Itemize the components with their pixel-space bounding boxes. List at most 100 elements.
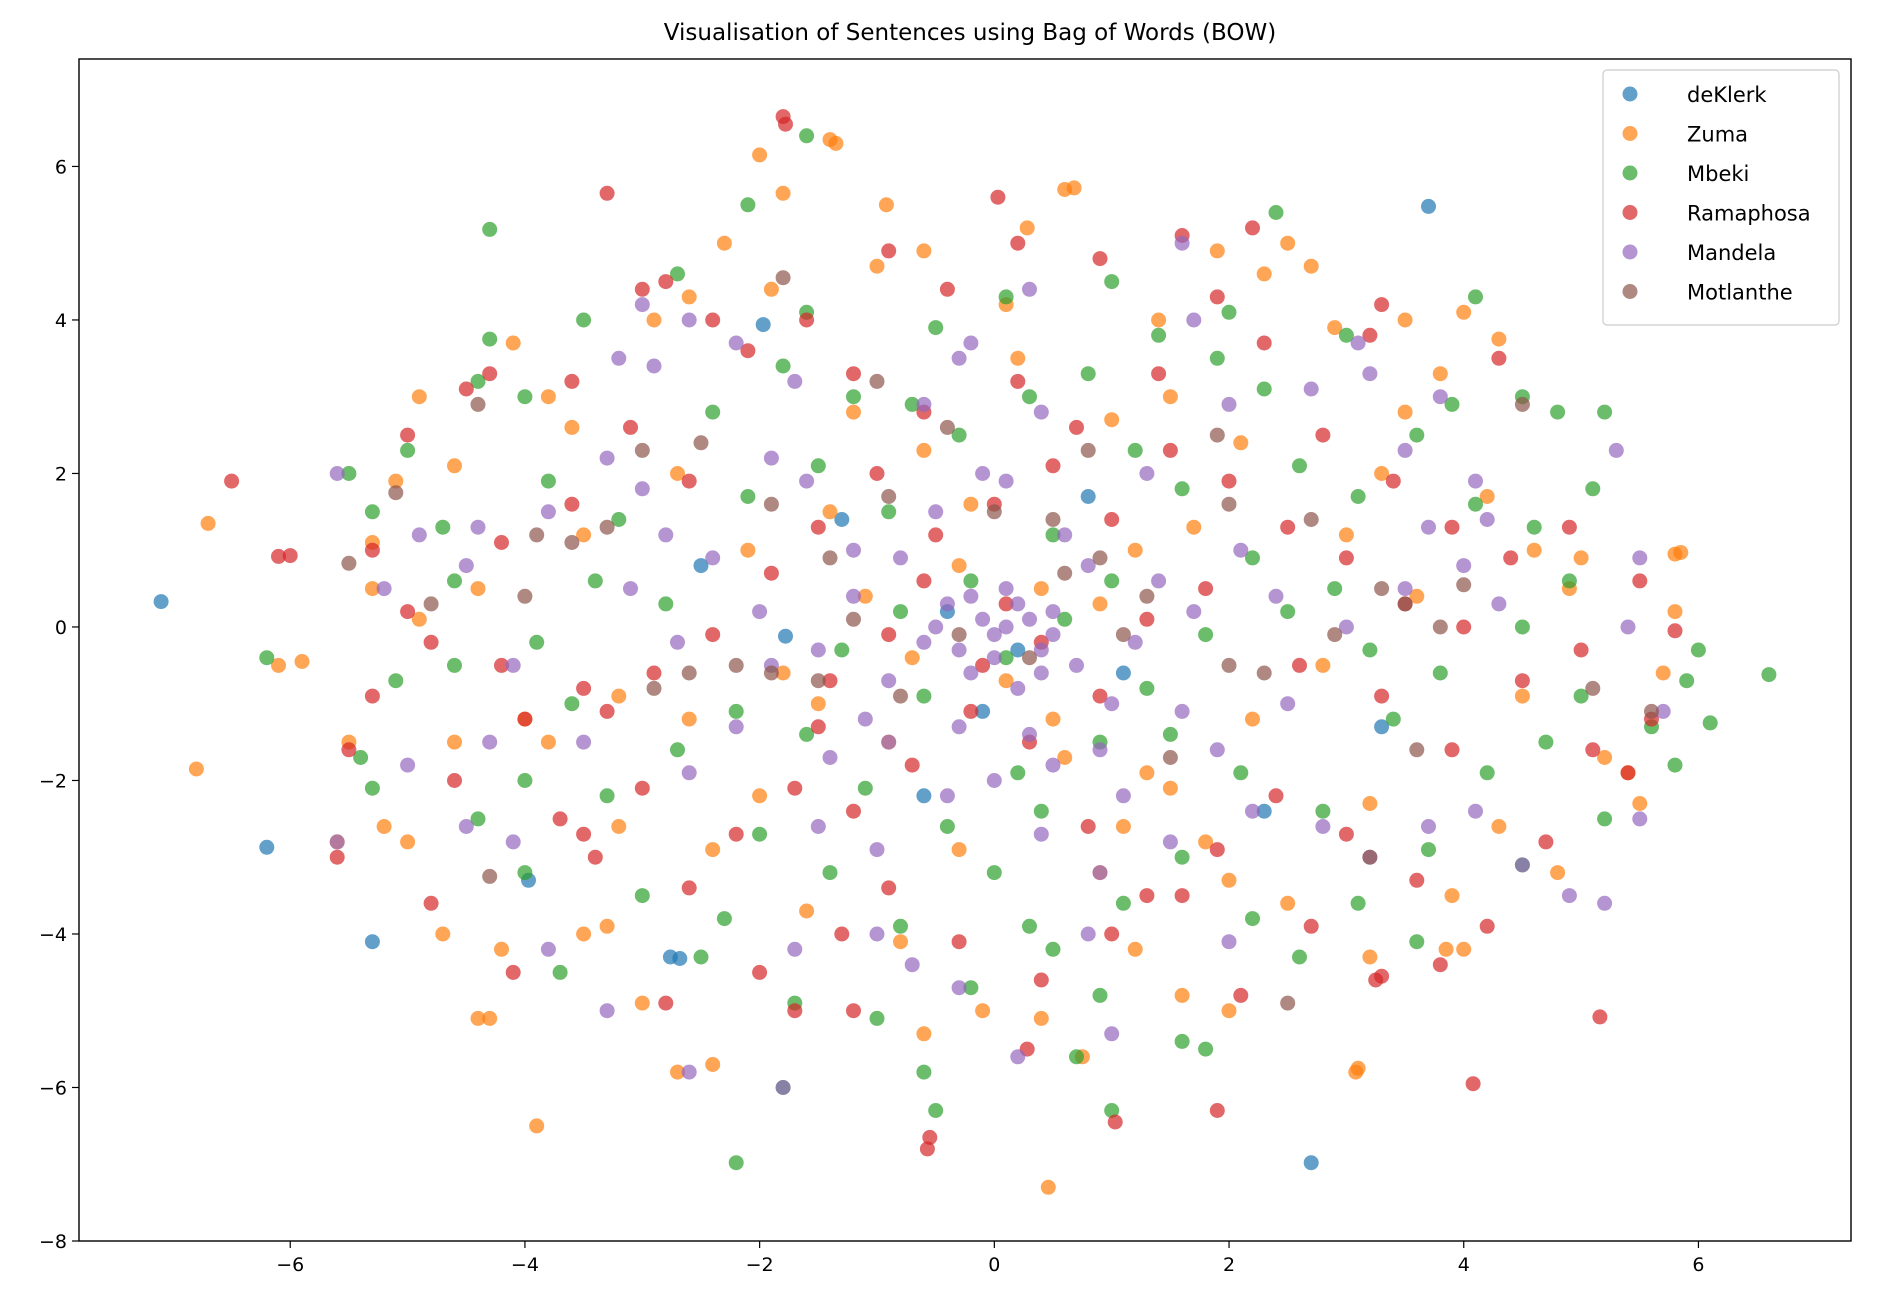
data-point <box>658 274 674 290</box>
data-point <box>752 788 768 804</box>
data-point <box>411 527 427 543</box>
data-point <box>728 1155 744 1171</box>
data-point <box>1374 719 1390 735</box>
data-point <box>828 135 844 151</box>
data-point <box>271 548 286 564</box>
data-point <box>646 312 662 328</box>
data-point <box>963 588 979 604</box>
data-point <box>1033 581 1049 597</box>
data-point <box>1221 396 1237 412</box>
data-point <box>1585 680 1601 696</box>
data-point <box>1409 427 1425 443</box>
data-point <box>1256 266 1272 282</box>
data-point <box>1338 550 1354 566</box>
data-point <box>1104 274 1120 290</box>
data-point <box>1045 604 1061 620</box>
data-point <box>1010 350 1026 366</box>
y-tick-label: 6 <box>55 156 67 178</box>
data-point <box>670 266 685 282</box>
data-point <box>705 312 721 328</box>
data-point <box>1421 842 1436 858</box>
data-point <box>1092 742 1108 758</box>
data-point <box>1268 588 1284 604</box>
data-point <box>951 627 967 643</box>
data-point <box>1479 512 1495 527</box>
data-point <box>517 389 533 405</box>
data-point <box>1350 895 1366 911</box>
data-point <box>1245 911 1260 927</box>
data-point <box>1456 304 1472 320</box>
data-point <box>1280 519 1296 535</box>
data-point <box>576 312 592 328</box>
data-point <box>1022 650 1037 666</box>
data-point <box>916 243 932 259</box>
data-point <box>1115 895 1131 911</box>
x-tick-label: 2 <box>1223 1254 1235 1276</box>
data-point <box>1186 519 1202 535</box>
data-point <box>529 1118 545 1134</box>
data-point <box>893 550 908 566</box>
data-point <box>1069 657 1084 673</box>
data-point <box>1033 404 1049 420</box>
data-point <box>1080 442 1096 458</box>
data-point <box>1221 496 1237 512</box>
data-point <box>846 404 861 420</box>
data-point <box>1292 458 1307 474</box>
data-point <box>1151 573 1167 589</box>
data-point <box>1151 366 1167 382</box>
data-point <box>799 726 815 742</box>
data-point <box>1092 550 1108 566</box>
data-point <box>153 594 169 610</box>
data-point <box>951 558 967 574</box>
data-point <box>705 627 721 643</box>
data-point <box>752 826 768 842</box>
data-point <box>975 703 991 719</box>
y-tick-label: −2 <box>39 770 67 792</box>
data-point <box>740 542 756 558</box>
data-point <box>1139 588 1155 604</box>
data-point <box>1010 680 1026 696</box>
data-point <box>1268 205 1284 220</box>
data-point <box>1162 834 1178 850</box>
data-point <box>1620 765 1636 781</box>
data-point <box>505 834 521 850</box>
data-point <box>1573 550 1589 566</box>
data-point <box>1256 335 1272 351</box>
data-point <box>540 734 556 750</box>
data-point <box>1174 888 1190 904</box>
data-point <box>364 780 380 796</box>
data-point <box>505 964 521 980</box>
data-point <box>623 419 638 435</box>
data-point <box>1045 757 1061 773</box>
data-point <box>799 473 815 489</box>
data-point <box>423 634 439 650</box>
data-point <box>1491 596 1507 612</box>
data-point <box>1080 489 1096 504</box>
data-point <box>846 1003 861 1019</box>
data-point <box>376 819 392 834</box>
data-point <box>693 435 709 451</box>
data-point <box>1127 941 1143 957</box>
data-point <box>1374 466 1390 481</box>
data-point <box>364 688 380 704</box>
data-point <box>1069 419 1084 435</box>
data-point <box>1667 604 1683 620</box>
data-point <box>881 504 897 520</box>
data-point <box>1104 412 1120 428</box>
data-point <box>1080 926 1096 942</box>
y-tick-label: 0 <box>55 617 67 639</box>
data-point <box>740 343 756 359</box>
data-point <box>482 1010 498 1026</box>
data-point <box>564 696 580 712</box>
data-point <box>916 788 932 804</box>
data-point <box>810 819 826 834</box>
data-point <box>1327 320 1343 336</box>
data-point <box>755 317 771 333</box>
data-point <box>1045 711 1061 727</box>
data-point <box>1561 573 1577 589</box>
data-point <box>822 550 838 566</box>
data-point <box>1315 427 1331 443</box>
data-point <box>458 558 474 574</box>
data-point <box>681 473 697 489</box>
data-point <box>470 519 486 535</box>
